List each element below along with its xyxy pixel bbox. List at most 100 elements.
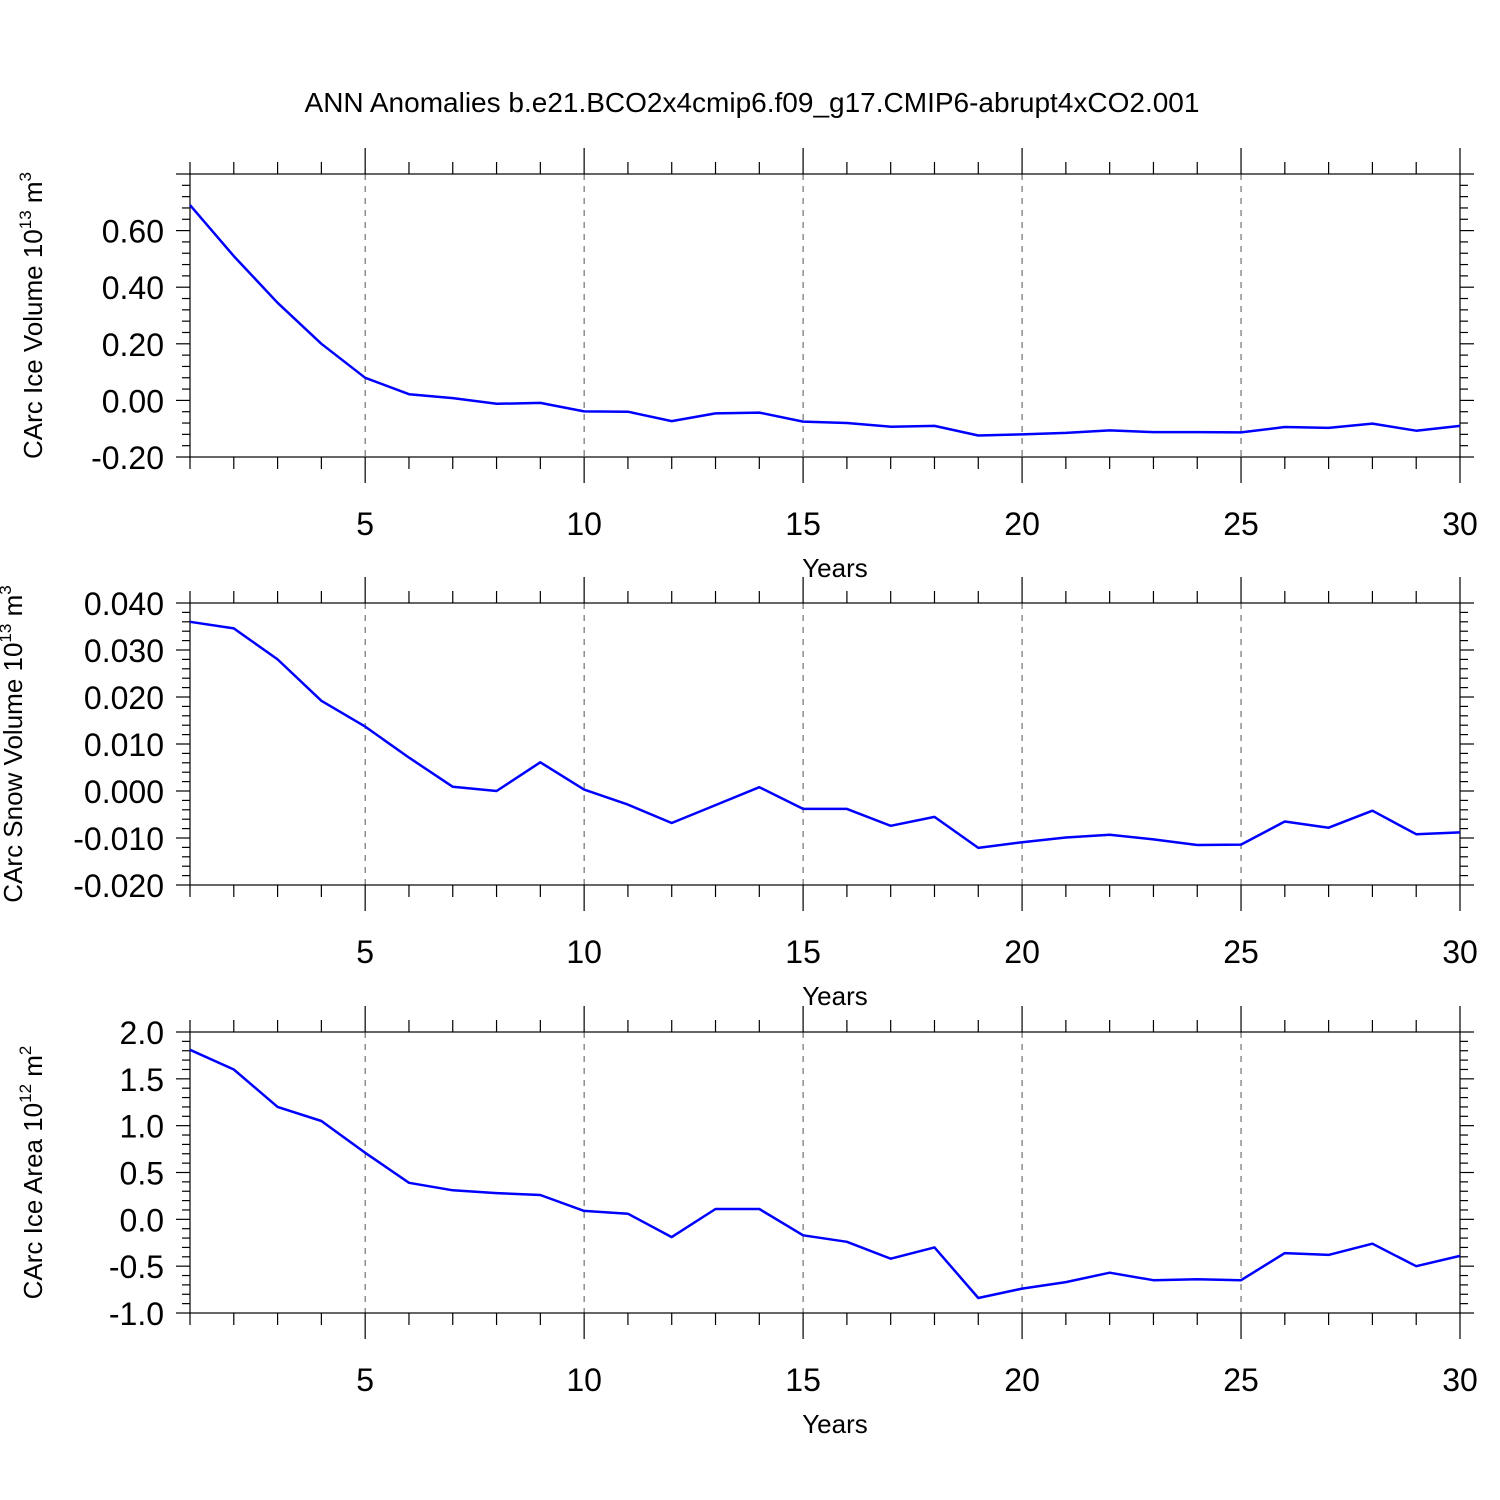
data-point: [1283, 820, 1287, 824]
data-point: [757, 785, 761, 789]
data-point: [626, 1212, 630, 1216]
data-point: [1195, 843, 1199, 847]
data-point: [1239, 430, 1243, 434]
data-point: [582, 788, 586, 792]
plot-frame: [189, 173, 1461, 458]
data-point: [1108, 833, 1112, 837]
data-point: [495, 789, 499, 793]
data-point: [1064, 1280, 1068, 1284]
y-tick-label: 1.5: [120, 1062, 164, 1098]
data-point: [801, 1233, 805, 1237]
data-point: [1239, 1278, 1243, 1282]
x-axis-label: Years: [802, 981, 868, 1011]
x-tick-label: 30: [1442, 506, 1478, 542]
x-tick-label: 15: [785, 1362, 821, 1398]
data-point: [714, 411, 718, 415]
y-tick-label: 0.020: [84, 680, 164, 716]
figure-title: ANN Anomalies b.e21.BCO2x4cmip6.f09_g17.…: [305, 87, 1200, 118]
data-point: [188, 620, 192, 624]
x-tick-label: 10: [566, 1362, 602, 1398]
data-point: [232, 254, 236, 258]
x-axis-label: Years: [802, 1409, 868, 1439]
chart-panels: 5 10 15 20 25 30 -0.20 0.00 0.20 0.40 0.60 Years CAr…: [0, 148, 1478, 1439]
data-point: [670, 419, 674, 423]
data-point: [1327, 426, 1331, 430]
x-tick-label: 25: [1223, 506, 1259, 542]
data-point: [538, 401, 542, 405]
data-point: [845, 421, 849, 425]
plot-frame: [189, 602, 1461, 886]
data-point: [538, 1193, 542, 1197]
data-point: [626, 803, 630, 807]
y-tick-label: 0.030: [84, 633, 164, 669]
data-point: [1370, 1242, 1374, 1246]
y-tick-label: 0.040: [84, 586, 164, 622]
data-point: [1064, 431, 1068, 435]
x-tick-label: 5: [356, 934, 374, 970]
data-point: [188, 203, 192, 207]
data-point: [1195, 430, 1199, 434]
data-point: [1327, 1253, 1331, 1257]
data-point: [1020, 1287, 1024, 1291]
data-point: [1195, 1277, 1199, 1281]
data-point: [319, 1119, 323, 1123]
chart-panel-3: 5 10 15 20 25 30 -1.0 -0.5 0.0 0.5 1.0 1.5 2.0 Years C…: [16, 1006, 1478, 1439]
y-tick-label: -0.020: [73, 868, 164, 904]
data-point: [407, 1181, 411, 1185]
data-point: [714, 803, 718, 807]
x-tick-label: 5: [356, 506, 374, 542]
data-point: [932, 1245, 936, 1249]
y-tick-label: -0.5: [109, 1249, 164, 1285]
data-point: [1108, 1271, 1112, 1275]
data-point: [1370, 422, 1374, 426]
x-tick-label: 25: [1223, 1362, 1259, 1398]
data-point: [801, 807, 805, 811]
data-point: [1283, 1251, 1287, 1255]
data-point: [451, 785, 455, 789]
x-tick-label: 30: [1442, 1362, 1478, 1398]
y-tick-label: 0.20: [102, 327, 164, 363]
y-tick-label: 0.5: [120, 1156, 164, 1192]
y-tick-label: 0.40: [102, 270, 164, 306]
data-point: [1151, 430, 1155, 434]
data-point: [1283, 425, 1287, 429]
data-point: [1370, 809, 1374, 813]
data-point: [1064, 836, 1068, 840]
y-tick-label: 2.0: [120, 1015, 164, 1051]
data-point: [363, 725, 367, 729]
data-point: [801, 420, 805, 424]
y-axis-label: CArc Ice Volume 1013 m3: [16, 172, 48, 459]
data-series-line: [189, 204, 1461, 437]
data-point: [757, 411, 761, 415]
data-point: [276, 301, 280, 305]
data-point: [714, 1207, 718, 1211]
data-point: [1327, 826, 1331, 830]
data-point: [626, 410, 630, 414]
data-point: [757, 1207, 761, 1211]
data-point: [276, 657, 280, 661]
x-tick-label: 30: [1442, 934, 1478, 970]
data-point: [407, 756, 411, 760]
data-point: [976, 433, 980, 437]
data-series-line: [189, 1048, 1461, 1300]
x-tick-label: 10: [566, 934, 602, 970]
x-tick-label: 20: [1004, 1362, 1040, 1398]
data-point: [932, 815, 936, 819]
data-point: [582, 409, 586, 413]
y-tick-label: -1.0: [109, 1296, 164, 1332]
chart-panel-1: 5 10 15 20 25 30 -0.20 0.00 0.20 0.40 0.60 Years CAr…: [16, 148, 1478, 583]
data-point: [407, 392, 411, 396]
data-point: [232, 1067, 236, 1071]
y-tick-label: 1.0: [120, 1109, 164, 1145]
data-point: [1239, 843, 1243, 847]
data-series-line: [189, 620, 1461, 850]
data-point: [451, 396, 455, 400]
plot-frame: [189, 1031, 1461, 1314]
x-tick-label: 5: [356, 1362, 374, 1398]
data-point: [976, 846, 980, 850]
data-point: [451, 1188, 455, 1192]
data-point: [1151, 1278, 1155, 1282]
data-point: [976, 1296, 980, 1300]
